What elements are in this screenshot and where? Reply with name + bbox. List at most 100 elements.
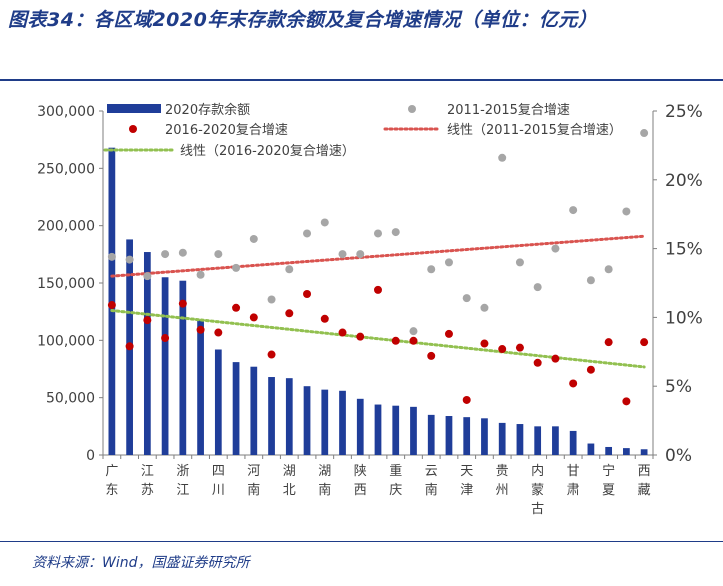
- dot-2011-2015: [480, 303, 489, 312]
- page-title: 图表34：各区域2020年末存款余额及复合增速情况（单位：亿元）: [8, 9, 598, 31]
- dot-2016-2020: [196, 325, 205, 334]
- dot-2016-2020: [409, 336, 418, 345]
- dot-2011-2015: [143, 272, 152, 281]
- dot-2011-2015: [320, 218, 329, 227]
- dot-2011-2015: [551, 244, 560, 253]
- dot-2016-2020: [427, 351, 436, 360]
- bar: [427, 414, 435, 455]
- dot-2016-2020: [320, 314, 329, 323]
- bar: [463, 417, 471, 455]
- dot-2016-2020: [640, 338, 649, 347]
- dot-2011-2015: [214, 250, 223, 259]
- source-note: 资料来源：Wind，国盛证券研究所: [32, 555, 250, 571]
- dot-2016-2020: [444, 329, 453, 338]
- dot-2016-2020: [622, 397, 631, 406]
- dot-2011-2015: [586, 276, 595, 285]
- x-category-label: 江苏: [141, 464, 154, 498]
- x-category-label: 重庆: [389, 463, 402, 498]
- x-category-label: 内蒙古: [531, 463, 544, 517]
- x-category-label: 湖南: [318, 464, 331, 498]
- legend-label-2011-2015: 2011-2015复合增速: [447, 103, 570, 118]
- dot-2016-2020: [515, 343, 524, 352]
- x-category-label: 天津: [460, 464, 473, 498]
- legend-swatch-2016-2020: [129, 125, 137, 133]
- x-category-label: 浙江: [176, 464, 189, 498]
- bar: [339, 390, 346, 455]
- right-tick-label: 15%: [665, 240, 703, 260]
- dot-2011-2015: [178, 248, 187, 257]
- dot-2016-2020: [161, 334, 170, 343]
- dot-2011-2015: [374, 229, 382, 238]
- legend: 2020存款余额 2011-2015复合增速 2016-2020复合增速线性（201…: [103, 102, 622, 159]
- dot-2011-2015: [107, 252, 116, 261]
- dot-2011-2015: [161, 250, 170, 259]
- dot-2016-2020: [498, 345, 507, 354]
- bar: [481, 418, 488, 455]
- dot-2011-2015: [356, 250, 365, 259]
- dot-2016-2020: [551, 354, 560, 363]
- right-tick-label: 5%: [665, 377, 692, 397]
- left-tick-label: 150,000: [37, 276, 95, 292]
- bar: [197, 319, 204, 455]
- left-tick-label: 0: [86, 448, 95, 464]
- left-tick-label: 50,000: [46, 391, 95, 407]
- bar: [640, 449, 648, 455]
- axes-layer: 0 50,000 100,000 150,000 200,000 250,000 300,0…: [37, 102, 703, 517]
- dot-2011-2015: [462, 294, 471, 303]
- dot-2016-2020: [391, 336, 400, 345]
- bar: [534, 426, 542, 455]
- dot-2011-2015: [267, 295, 276, 304]
- right-tick-label: 25%: [665, 102, 703, 122]
- dot-2011-2015: [409, 327, 418, 336]
- dot-2011-2015: [249, 234, 258, 243]
- bar: [179, 280, 187, 455]
- x-category-label: 河南: [247, 464, 260, 498]
- dot-2016-2020: [462, 395, 471, 404]
- dot-2011-2015: [196, 270, 205, 279]
- x-category-label: 甘肃: [567, 464, 580, 498]
- deposit-balance-chart: 0 50,000 100,000 150,000 200,000 250,000 300,0…: [37, 102, 703, 517]
- dot-2011-2015: [622, 207, 631, 216]
- bar: [374, 404, 382, 455]
- left-tick-label: 200,000: [37, 219, 95, 235]
- legend-label-bar: 2020存款余额: [165, 102, 250, 118]
- dot-2011-2015: [285, 265, 294, 274]
- right-tick-label: 10%: [665, 308, 703, 328]
- right-tick-label: 20%: [665, 171, 703, 191]
- dot-2011-2015: [533, 283, 542, 292]
- bar: [587, 443, 595, 455]
- dot-2011-2015: [444, 258, 453, 267]
- trend-line-2011-2015: [110, 234, 646, 278]
- trend-line-2016-2020: [110, 309, 646, 369]
- dot-2016-2020: [374, 285, 382, 294]
- dot-2011-2015: [125, 255, 134, 264]
- bar: [392, 405, 400, 455]
- x-category-label: 宁夏: [602, 463, 615, 498]
- bar: [516, 424, 524, 455]
- bar: [605, 446, 613, 455]
- legend-label-trend-2016-2020: 线性（2016-2020复合增速）: [180, 144, 355, 159]
- legend-swatch-bar: [107, 104, 161, 113]
- x-category-label: 西藏: [638, 464, 651, 498]
- dot-2016-2020: [356, 332, 365, 341]
- dot-2016-2020: [178, 299, 187, 308]
- dot-2011-2015: [640, 129, 649, 138]
- trend-lines-layer: [110, 234, 646, 369]
- left-tick-label: 100,000: [37, 333, 95, 349]
- dot-2011-2015: [498, 153, 507, 162]
- bar: [552, 426, 559, 455]
- dots-layer: [107, 129, 649, 406]
- x-category-label: 贵州: [496, 464, 509, 498]
- x-category-label: 广东: [105, 464, 118, 498]
- bar: [232, 362, 240, 455]
- dot-2011-2015: [427, 265, 436, 274]
- dot-2011-2015: [569, 206, 578, 215]
- dot-2016-2020: [569, 379, 578, 388]
- legend-label-2016-2020: 2016-2020复合增速: [165, 123, 288, 138]
- bar: [569, 430, 577, 455]
- bar: [410, 406, 417, 455]
- bar: [303, 386, 311, 455]
- dot-2011-2015: [338, 250, 347, 259]
- x-category-label: 陕西: [354, 464, 367, 498]
- dot-2016-2020: [303, 290, 312, 299]
